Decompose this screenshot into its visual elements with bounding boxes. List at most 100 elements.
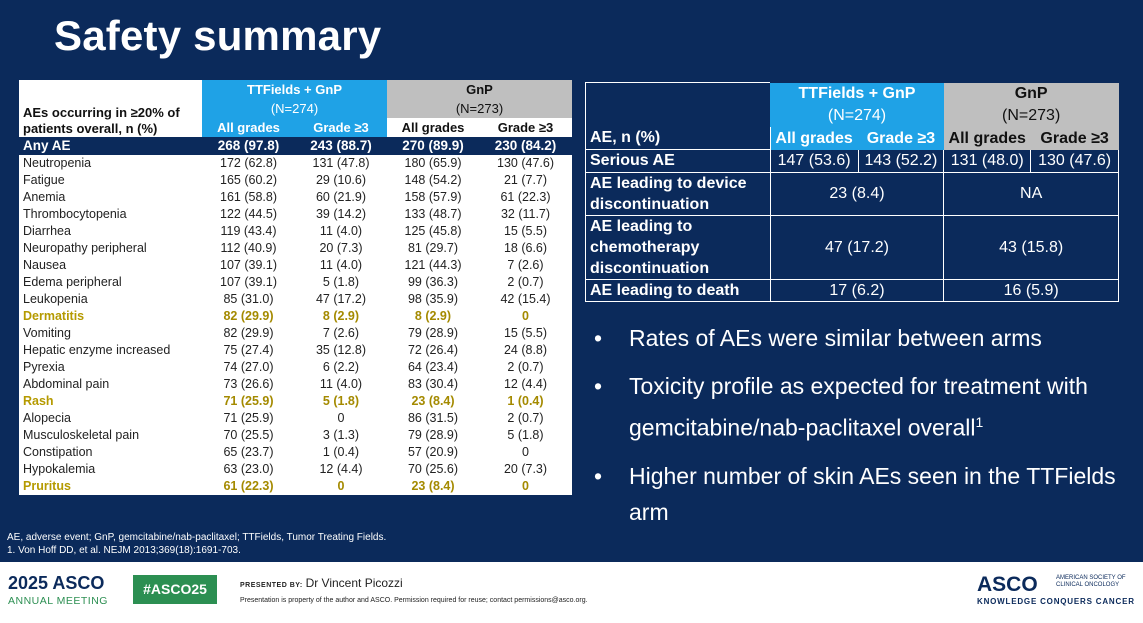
- summary-arm1-all: All grades: [769, 127, 859, 150]
- death-tt: 17 (6.2): [769, 279, 945, 302]
- asco-annual-meeting-logo: 2025 ASCO ANNUAL MEETING: [8, 574, 108, 610]
- ae-label: Neutropenia: [19, 154, 202, 172]
- ae-value: 73 (26.6): [223, 377, 274, 391]
- ae-value: 148 (54.2): [404, 173, 462, 187]
- ae-value: 23 (8.4): [411, 479, 455, 493]
- ae-row-abdominal-pain: Abdominal pain 73 (26.6) 11 (4.0) 83 (30.4)…: [19, 376, 572, 393]
- arm1-n: (N=274): [202, 99, 387, 118]
- ae-value: 5 (1.8): [322, 394, 360, 408]
- ae-value: 107 (39.1): [220, 275, 277, 289]
- ae-value: 39 (14.2): [315, 207, 367, 221]
- bullet-marker: •: [594, 462, 603, 489]
- asco-wordmark: ASCO: [977, 573, 1038, 596]
- ae-value: 85 (31.0): [223, 292, 274, 306]
- ae-value: 99 (36.3): [407, 275, 459, 289]
- ae-value: 0: [522, 479, 529, 493]
- header-label-line2: patients overall, n (%): [23, 121, 158, 136]
- serious-ae-label: Serious AE: [585, 149, 771, 173]
- asco-tagline: KNOWLEDGE CONQUERS CANCER: [977, 597, 1135, 606]
- summary-table: TTFields + GnP GnP (N=274) (N=273) AE, n…: [585, 82, 1119, 302]
- ae-label: Dermatitis: [23, 309, 85, 323]
- ae-value: 79 (28.9): [407, 326, 459, 340]
- ae-value: 180 (65.9): [387, 154, 479, 172]
- ae-table-header-label: AEs occurring in ≥20% of patients overal…: [19, 80, 202, 137]
- arm2-grade3-header: Grade ≥3: [479, 118, 572, 137]
- presented-by: PRESENTED BY: Dr Vincent Picozzi: [240, 576, 403, 590]
- ae-value: 74 (27.0): [223, 360, 274, 374]
- ae-row-vomiting: Vomiting 82 (29.9) 7 (2.6) 79 (28.9) 15 (5.5…: [19, 325, 572, 342]
- ae-value: 60 (21.9): [315, 190, 367, 204]
- summary-arm2-header: GnP: [943, 82, 1119, 106]
- ae-value: 1 (0.4): [507, 394, 544, 408]
- meeting-sub: ANNUAL MEETING: [8, 595, 108, 607]
- ae-value: 42 (15.4): [500, 292, 551, 306]
- ae-label: Edema peripheral: [23, 275, 122, 289]
- ae-value: 7 (2.6): [507, 258, 544, 272]
- ae-value: 24 (8.8): [503, 343, 548, 357]
- ae-label: Leukopenia: [23, 292, 88, 306]
- ae-row-neuropathy-peripheral: Neuropathy peripheral 112 (40.9) 20 (7.3) 8…: [19, 240, 572, 257]
- ae-label: Hepatic enzyme increased: [23, 343, 171, 357]
- summary-arm1-header: TTFields + GnP: [770, 82, 944, 106]
- ae-value: 81 (29.7): [407, 241, 459, 255]
- slide-title: Safety summary: [54, 12, 382, 59]
- ae-value: 2 (0.7): [507, 275, 544, 289]
- ae-value: 12 (4.4): [319, 462, 363, 476]
- summary-row-chemo: AE leading to chemotherapy discontinuati…: [585, 215, 1119, 280]
- ae-value: 57 (20.9): [407, 445, 459, 459]
- ae-value: 23 (8.4): [411, 394, 455, 408]
- serious-gnp-all: 131 (48.0): [943, 149, 1032, 173]
- ae-value: 12 (4.4): [503, 377, 548, 391]
- ae-value: 8 (2.9): [322, 309, 360, 323]
- ae-label: Anemia: [23, 190, 66, 204]
- bullet-2-superscript: 1: [975, 414, 984, 430]
- bullet-1-text: Rates of AEs were similar between arms: [629, 325, 1042, 351]
- arm1-header: TTFields + GnP: [202, 80, 387, 99]
- ae-value: 47 (17.2): [315, 292, 367, 306]
- ae-value: 107 (39.1): [220, 258, 277, 272]
- ae-value: 0: [522, 309, 529, 323]
- ae-value: 131 (47.8): [295, 154, 387, 172]
- chemo-gnp: 43 (15.8): [943, 215, 1119, 280]
- ae-value: 2 (0.7): [507, 411, 544, 425]
- chemo-label-line1: AE leading to: [590, 218, 693, 235]
- summary-row-device: AE leading to device discontinuation 23 …: [585, 172, 1119, 216]
- serious-gnp-g3: 130 (47.6): [1030, 149, 1119, 173]
- ae-value: 11 (4.0): [319, 224, 363, 238]
- ae-value: 122 (44.5): [220, 207, 277, 221]
- ae-value: 70 (25.6): [407, 462, 459, 476]
- ae-label: Any AE: [19, 137, 202, 155]
- ae-label: Thrombocytopenia: [23, 207, 127, 221]
- ae-value: 63 (23.0): [223, 462, 274, 476]
- ae-row-nausea: Nausea 107 (39.1) 11 (4.0) 121 (44.3) 7 (2.6…: [19, 257, 572, 274]
- ae-label: Pruritus: [23, 479, 71, 493]
- ae-value: 79 (28.9): [407, 428, 459, 442]
- ae-value: 82 (29.9): [223, 326, 274, 340]
- ae-value: 133 (48.7): [404, 207, 462, 221]
- ae-value: 158 (57.9): [404, 190, 462, 204]
- ae-value: 270 (89.9): [387, 137, 479, 155]
- ae-row-pruritus: Pruritus 61 (22.3) 0 23 (8.4) 0: [19, 478, 572, 495]
- hashtag-badge: #ASCO25: [133, 575, 217, 604]
- ae-value: 72 (26.4): [407, 343, 459, 357]
- ae-value: 21 (7.7): [503, 173, 548, 187]
- bullet-3: • Higher number of skin AEs seen in the …: [590, 458, 1130, 530]
- ae-value: 64 (23.4): [407, 360, 459, 374]
- bullet-marker: •: [594, 325, 603, 351]
- chemo-tt: 47 (17.2): [769, 215, 945, 280]
- summary-subheader-row: AE, n (%) All grades Grade ≥3 All grades…: [585, 127, 1119, 150]
- header-label-line1: AEs occurring in ≥20% of: [23, 105, 180, 120]
- ae-label: Vomiting: [23, 326, 71, 340]
- ae-value: 130 (47.6): [479, 154, 572, 172]
- arm1-all-grades-header: All grades: [202, 118, 295, 137]
- ae-row-fatigue: Fatigue 165 (60.2) 29 (10.6) 148 (54.2) 21 (…: [19, 172, 572, 189]
- presented-by-label: PRESENTED BY:: [240, 582, 303, 589]
- summary-arm1-g3: Grade ≥3: [857, 127, 945, 150]
- death-label: AE leading to death: [585, 279, 771, 302]
- ae-value: 172 (62.8): [202, 154, 295, 172]
- chemo-label-line3: discontinuation: [590, 260, 710, 277]
- chemo-label-line2: chemotherapy: [590, 239, 700, 256]
- ae-value: 243 (88.7): [295, 137, 387, 155]
- footnote-reference: 1. Von Hoff DD, et al. NEJM 2013;369(18)…: [7, 545, 241, 556]
- death-gnp: 16 (5.9): [943, 279, 1119, 302]
